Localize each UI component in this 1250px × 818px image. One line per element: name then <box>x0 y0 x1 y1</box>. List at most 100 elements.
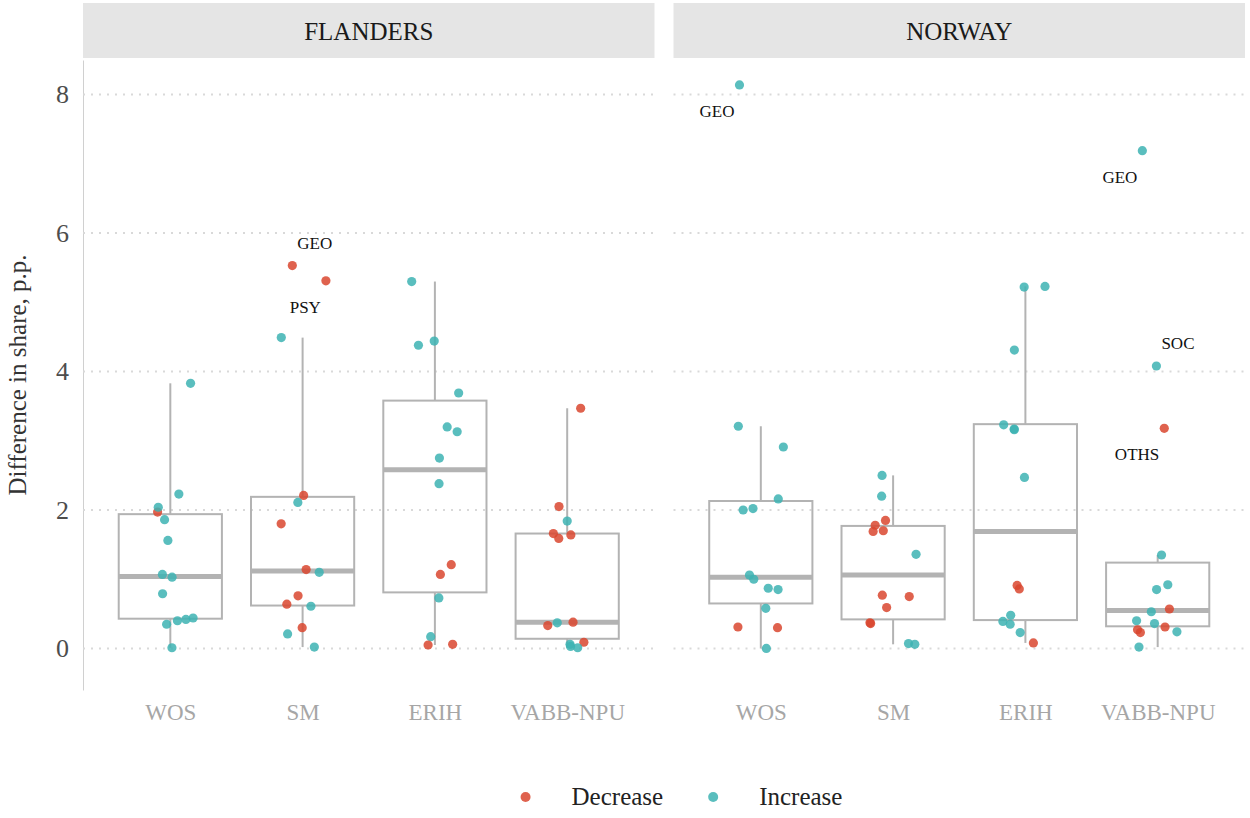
x-tick-label: SM <box>286 700 319 725</box>
point <box>764 584 773 593</box>
point <box>773 585 782 594</box>
x-tick-label: WOS <box>736 700 787 725</box>
x-tick: ERIH <box>999 690 1053 725</box>
grid-line <box>83 232 655 234</box>
whisker-lower <box>1157 626 1159 647</box>
x-tick: WOS <box>736 690 787 725</box>
point <box>1152 585 1161 594</box>
y-axis-line <box>83 61 84 691</box>
point <box>167 643 176 652</box>
x-tick-label: VABB-NPU <box>1101 700 1216 725</box>
y-tick: 4 <box>56 357 83 386</box>
x-tick: SM <box>877 690 910 725</box>
point <box>999 420 1008 429</box>
point <box>158 570 167 579</box>
median <box>516 620 619 625</box>
legend-marker <box>708 792 718 802</box>
point <box>163 536 172 545</box>
point <box>869 527 878 536</box>
boxplot <box>842 475 945 644</box>
whisker-lower <box>1024 620 1026 643</box>
point <box>414 341 423 350</box>
legend-label: Increase <box>759 783 842 810</box>
point <box>1147 607 1156 616</box>
point <box>162 620 171 629</box>
point <box>762 644 771 653</box>
plot-marks <box>119 261 619 652</box>
whisker-lower <box>760 603 762 648</box>
point <box>877 471 886 480</box>
point <box>881 516 890 525</box>
x-axis: WOS SM ERIH VABB-NPU <box>145 690 625 725</box>
legend-marker <box>521 792 531 802</box>
grid-line <box>83 509 655 511</box>
point <box>407 277 416 286</box>
box <box>974 424 1077 620</box>
panel: NORWAYWOSSMERIHVABB-NPUGEOGEOSOCOTHS <box>674 3 1246 725</box>
point <box>298 623 307 632</box>
point <box>1040 282 1049 291</box>
y-tick: 2 <box>56 496 83 525</box>
grid <box>83 95 655 649</box>
x-tick: VABB-NPU <box>1101 690 1216 725</box>
whisker-upper <box>302 338 304 497</box>
box <box>516 534 619 639</box>
point <box>568 618 577 627</box>
x-tick-label: ERIH <box>409 700 463 725</box>
point <box>1029 638 1038 647</box>
x-tick: VABB-NPU <box>510 690 625 725</box>
point <box>739 505 748 514</box>
grid-line <box>674 647 1246 649</box>
point-label: GEO <box>700 102 735 121</box>
median <box>974 529 1077 534</box>
x-tick: WOS <box>145 690 196 725</box>
point <box>293 498 302 507</box>
point-label: OTHS <box>1115 445 1159 464</box>
point <box>882 603 891 612</box>
annotations: GEOPSY <box>290 234 333 317</box>
point-label: SOC <box>1161 334 1194 353</box>
box <box>842 526 945 619</box>
point <box>1016 628 1025 637</box>
point <box>453 427 462 436</box>
point <box>436 570 445 579</box>
y-axis-title: Difference in share, p.p. <box>4 254 31 495</box>
point-label: GEO <box>297 234 332 253</box>
point <box>1157 550 1166 559</box>
grid-line <box>674 94 1246 96</box>
point <box>866 619 875 628</box>
point <box>288 261 297 270</box>
point <box>905 592 914 601</box>
median <box>842 573 945 578</box>
median <box>383 467 486 472</box>
point <box>1020 473 1029 482</box>
point <box>1010 425 1019 434</box>
panel-strip <box>674 3 1246 58</box>
point <box>173 616 182 625</box>
boxplot <box>119 383 222 647</box>
point <box>1165 604 1174 613</box>
point <box>774 494 783 503</box>
point <box>321 276 330 285</box>
point <box>423 640 432 649</box>
point <box>554 534 563 543</box>
box <box>119 514 222 619</box>
point <box>553 618 562 627</box>
point <box>878 591 887 600</box>
point <box>1163 580 1172 589</box>
point <box>160 515 169 524</box>
point <box>1152 361 1161 370</box>
boxplot <box>516 408 619 648</box>
box <box>251 497 354 606</box>
point <box>167 573 176 582</box>
point <box>186 379 195 388</box>
point <box>443 422 452 431</box>
panel-title: NORWAY <box>906 18 1012 45</box>
point <box>1010 424 1019 433</box>
point <box>277 333 286 342</box>
point <box>1138 146 1147 155</box>
y-tick-label: 2 <box>56 496 69 525</box>
point <box>310 642 319 651</box>
point <box>283 629 292 638</box>
whisker-lower <box>892 619 894 644</box>
